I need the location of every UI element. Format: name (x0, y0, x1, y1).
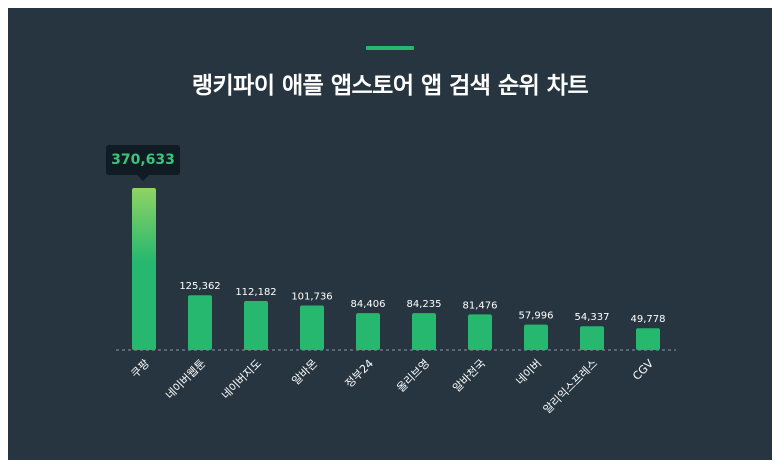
value-label-8: 57,996 (519, 311, 554, 322)
value-tooltip: 370,633 (106, 145, 180, 175)
category-label-4: 알바몬 (289, 356, 320, 387)
category-label-10: CGV (630, 357, 656, 383)
bar-6[interactable] (412, 313, 436, 350)
bar-8[interactable] (524, 324, 548, 350)
bar-1[interactable] (132, 188, 156, 350)
category-label-3: 네이버지도 (219, 357, 264, 402)
value-label-3: 112,182 (235, 287, 276, 298)
tooltip-arrow (137, 175, 149, 181)
value-label-7: 81,476 (463, 300, 498, 311)
value-label-9: 54,337 (575, 312, 610, 323)
chart-panel: 랭키파이 애플 앱스토어 앱 검색 순위 차트 125,362 112,182 10… (8, 8, 772, 460)
title-accent-line (366, 46, 414, 50)
bar-5[interactable] (356, 313, 380, 350)
value-label-4: 101,736 (291, 292, 332, 303)
category-label-2: 네이버웹툰 (163, 357, 208, 402)
bar-3[interactable] (244, 300, 268, 350)
value-label-6: 84,235 (407, 299, 442, 310)
category-label-8: 네이버 (513, 357, 544, 388)
value-label-5: 84,406 (351, 299, 386, 310)
bar-7[interactable] (468, 314, 492, 350)
bar-9[interactable] (580, 326, 604, 350)
category-label-9: 알리익스프레스 (540, 356, 600, 416)
bar-10[interactable] (636, 328, 660, 350)
bar-2[interactable] (188, 295, 212, 350)
bar-4[interactable] (300, 305, 324, 350)
category-label-6: 올리브영 (394, 357, 432, 395)
chart-title: 랭키파이 애플 앱스토어 앱 검색 순위 차트 (191, 73, 589, 99)
bar-chart: 125,362 112,182 101,736 84,406 84,235 81,476 5… (116, 188, 676, 416)
category-label-5: 정부24 (343, 357, 376, 390)
category-label-1: 쿠팡 (129, 357, 153, 381)
value-label-2: 125,362 (179, 281, 220, 292)
category-label-7: 알바천국 (450, 356, 489, 395)
value-label-10: 49,778 (631, 314, 666, 325)
